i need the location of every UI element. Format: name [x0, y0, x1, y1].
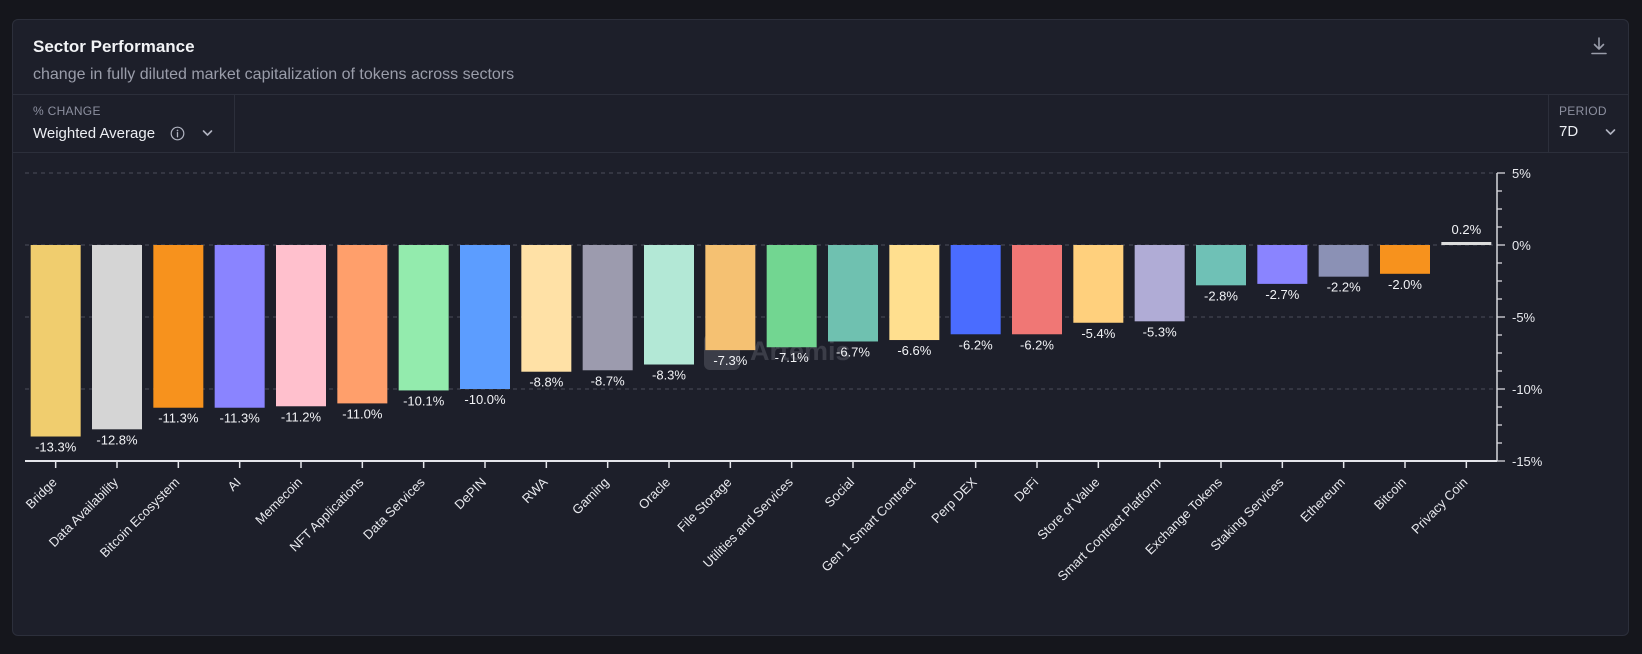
x-tick-label: Social: [821, 474, 857, 510]
x-tick-label: Store of Value: [1034, 475, 1102, 543]
bar: [705, 245, 756, 351]
download-icon[interactable]: [1590, 36, 1608, 56]
period-label: PERIOD: [1559, 104, 1607, 118]
bar: [521, 245, 572, 372]
bar: [950, 245, 1001, 335]
bar: [1257, 245, 1308, 284]
bar-value-label: -7.1%: [775, 350, 809, 365]
bar: [398, 245, 449, 391]
metric-dropdown[interactable]: % CHANGE Weighted Average: [13, 95, 235, 152]
period-dropdown[interactable]: PERIOD 7D: [1548, 95, 1628, 152]
bar: [92, 245, 142, 430]
x-tick-label: File Storage: [674, 475, 734, 535]
bar-value-label: -2.0%: [1388, 277, 1422, 292]
chart-controls: % CHANGE Weighted Average PERIOD 7D: [13, 94, 1628, 153]
x-tick-label: AI: [224, 475, 243, 494]
bar-value-label: -12.8%: [96, 432, 138, 447]
x-tick-label: Perp DEX: [928, 474, 980, 526]
y-tick-label: -15%: [1512, 454, 1543, 469]
bar: [460, 245, 510, 389]
x-tick-label: Gaming: [569, 475, 612, 518]
bar-value-label: -7.3%: [713, 353, 747, 368]
bar: [1073, 245, 1124, 323]
bar: [337, 245, 388, 404]
x-tick-label: DePIN: [451, 475, 489, 513]
bar-value-label: -6.2%: [1020, 337, 1054, 352]
x-tick-label: Bitcoin: [1371, 475, 1409, 513]
chart-title: Sector Performance: [33, 37, 195, 56]
bar-value-label: -10.1%: [403, 393, 445, 408]
bar-value-label: 0.2%: [1452, 222, 1482, 237]
x-tick-label: Bridge: [23, 475, 60, 512]
bar-value-label: -6.2%: [959, 337, 993, 352]
bar: [30, 245, 81, 437]
y-tick-label: -5%: [1512, 310, 1536, 325]
chevron-down-icon: [202, 130, 213, 136]
bar-value-label: -11.2%: [281, 409, 322, 424]
bar-value-label: -11.0%: [342, 406, 383, 421]
bar: [766, 245, 817, 348]
bar: [1318, 245, 1369, 277]
bar: [644, 245, 694, 365]
y-tick-label: 0%: [1512, 238, 1531, 253]
metric-label: % CHANGE: [33, 104, 101, 118]
bar-value-label: -5.3%: [1143, 324, 1177, 339]
x-tick-label: DeFi: [1011, 474, 1041, 504]
info-icon[interactable]: [170, 126, 185, 141]
x-tick-label: Data Services: [360, 474, 428, 542]
x-tick-label: Smart Contract Platform: [1055, 475, 1164, 584]
period-value: 7D: [1559, 123, 1579, 140]
bar-value-label: -8.7%: [591, 373, 625, 388]
bar-value-label: -11.3%: [158, 411, 199, 426]
bar-value-label: -2.2%: [1327, 280, 1361, 295]
bar-value-label: -10.0%: [464, 392, 506, 407]
bar-value-label: -5.4%: [1081, 326, 1115, 341]
bar: [1196, 245, 1246, 286]
x-tick-label: Privacy Coin: [1408, 475, 1470, 537]
bar: [828, 245, 878, 342]
x-tick-label: Memecoin: [252, 475, 305, 528]
bar-value-label: -2.8%: [1204, 288, 1238, 303]
bar: [1441, 242, 1492, 245]
bar: [1012, 245, 1062, 335]
bar: [214, 245, 265, 408]
bar: [1380, 245, 1430, 274]
bar: [582, 245, 633, 371]
bar-value-label: -8.3%: [652, 368, 686, 383]
bar: [889, 245, 940, 341]
bar-value-label: -11.3%: [220, 411, 261, 426]
bar-value-label: -6.6%: [897, 343, 931, 358]
x-tick-label: RWA: [519, 474, 551, 506]
x-tick-label: Oracle: [635, 475, 673, 513]
bar: [1134, 245, 1185, 322]
chevron-down-icon: [1605, 129, 1616, 135]
bar-value-label: -2.7%: [1265, 287, 1299, 302]
y-tick-label: -10%: [1512, 382, 1543, 397]
bar: [276, 245, 326, 407]
bar-value-label: -6.7%: [836, 344, 870, 359]
sector-bar-chart: 5%0%-5%-10%-15%-13.3%Bridge-12.8%Data Av…: [23, 166, 1543, 584]
bar-value-label: -8.8%: [529, 375, 563, 390]
y-tick-label: 5%: [1512, 166, 1531, 181]
sector-performance-card: Sector Performance change in fully dilut…: [12, 19, 1629, 636]
x-tick-label: Ethereum: [1297, 475, 1347, 525]
chart-subtitle: change in fully diluted market capitaliz…: [33, 66, 515, 83]
metric-value: Weighted Average: [33, 125, 156, 142]
bar: [153, 245, 204, 408]
bar-value-label: -13.3%: [35, 440, 77, 455]
